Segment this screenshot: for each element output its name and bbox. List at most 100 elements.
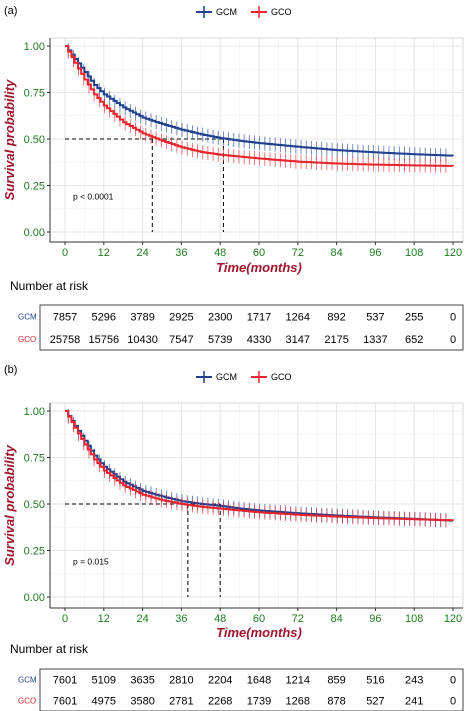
y-axis-title: Survival probability bbox=[2, 79, 17, 200]
risk-cell: 1648 bbox=[247, 675, 271, 687]
legend-label-gco: GCO bbox=[271, 372, 292, 382]
y-tick-label: 0.50 bbox=[24, 134, 45, 146]
risk-cell: 0 bbox=[450, 675, 456, 687]
risk-cell: 859 bbox=[327, 675, 345, 687]
risk-cell: 15756 bbox=[89, 334, 120, 346]
risk-row-label-gcm: GCM bbox=[18, 676, 37, 685]
risk-cell: 25758 bbox=[50, 334, 81, 346]
x-tick-label: 48 bbox=[214, 613, 226, 625]
x-tick-label: 60 bbox=[253, 613, 265, 625]
plot-area bbox=[49, 37, 464, 243]
risk-cell: 4975 bbox=[92, 696, 116, 708]
risk-cell: 2204 bbox=[208, 675, 232, 687]
y-tick-label: 1.00 bbox=[24, 406, 45, 418]
risk-cell: 5296 bbox=[92, 311, 116, 323]
legend: GCM GCO bbox=[196, 371, 292, 383]
risk-table: Number at risk GCM 7601 5109 3635 2810 2204 164… bbox=[10, 642, 464, 711]
risk-cell: 3635 bbox=[130, 675, 154, 687]
risk-cell: 0 bbox=[450, 334, 456, 346]
risk-table-frame bbox=[39, 304, 464, 351]
risk-cell: 3789 bbox=[130, 311, 154, 323]
risk-cell: 2925 bbox=[169, 311, 193, 323]
risk-cell: 2175 bbox=[324, 334, 348, 346]
x-axis-title: Time(months) bbox=[216, 625, 302, 640]
x-tick-label: 60 bbox=[253, 247, 265, 259]
risk-cell: 527 bbox=[366, 696, 384, 708]
risk-cell: 892 bbox=[327, 311, 345, 323]
x-tick-label: 36 bbox=[175, 247, 187, 259]
series-gco bbox=[65, 44, 454, 173]
risk-cell: 1337 bbox=[363, 334, 387, 346]
plot-area bbox=[49, 402, 464, 609]
risk-table-title: Number at risk bbox=[10, 642, 89, 656]
p-value: p < 0.0001 bbox=[73, 192, 114, 202]
risk-cell: 1717 bbox=[247, 311, 271, 323]
risk-cell: 243 bbox=[405, 675, 423, 687]
x-tick-label: 36 bbox=[175, 613, 187, 625]
survival-line-gcm bbox=[65, 45, 454, 157]
risk-cell: 537 bbox=[366, 311, 384, 323]
risk-cell: 1268 bbox=[286, 696, 310, 708]
x-tick-label: 12 bbox=[98, 613, 110, 625]
risk-cell: 7601 bbox=[53, 675, 77, 687]
x-tick-label: 24 bbox=[136, 247, 148, 259]
risk-cell: 1264 bbox=[286, 311, 310, 323]
risk-cell: 0 bbox=[450, 696, 456, 708]
risk-cell: 652 bbox=[405, 334, 423, 346]
y-tick-label: 0.00 bbox=[24, 592, 45, 604]
survival-line-gco bbox=[65, 410, 454, 522]
x-tick-label: 72 bbox=[292, 613, 304, 625]
x-tick-label: 96 bbox=[369, 613, 381, 625]
risk-cell: 1214 bbox=[286, 675, 310, 687]
risk-cell: 2781 bbox=[169, 696, 193, 708]
x-tick-label: 48 bbox=[214, 247, 226, 259]
y-tick-label: 0.00 bbox=[24, 227, 45, 239]
risk-cell: 241 bbox=[405, 696, 423, 708]
risk-cell: 878 bbox=[327, 696, 345, 708]
grid bbox=[50, 403, 463, 608]
y-tick-label: 0.25 bbox=[24, 546, 45, 558]
risk-row-label-gcm: GCM bbox=[18, 312, 37, 321]
x-tick-label: 72 bbox=[292, 247, 304, 259]
survival-chart-a: (a) GCM GCO 0 12 24 36 48 60 72 84 96 108 120 0.00 0.25… bbox=[2, 5, 464, 351]
y-tick-label: 0.75 bbox=[24, 88, 45, 100]
risk-cell: 4330 bbox=[247, 334, 271, 346]
legend-label-gcm: GCM bbox=[216, 372, 237, 382]
risk-table-frame bbox=[39, 668, 464, 711]
y-tick-label: 0.25 bbox=[24, 181, 45, 193]
y-axis-title: Survival probability bbox=[2, 444, 17, 565]
x-tick-label: 108 bbox=[405, 613, 423, 625]
risk-cell: 3147 bbox=[286, 334, 310, 346]
risk-table-title: Number at risk bbox=[10, 279, 89, 293]
x-tick-label: 96 bbox=[369, 247, 381, 259]
y-tick-label: 0.50 bbox=[24, 499, 45, 511]
risk-cell: 2268 bbox=[208, 696, 232, 708]
survival-line-gco bbox=[65, 45, 454, 167]
p-value: p = 0.015 bbox=[73, 557, 109, 567]
y-tick-label: 0.75 bbox=[24, 453, 45, 465]
risk-row-label-gco: GCO bbox=[18, 335, 36, 344]
x-tick-label: 120 bbox=[444, 247, 462, 259]
risk-cell: 2810 bbox=[169, 675, 193, 687]
x-tick-label: 0 bbox=[62, 613, 68, 625]
series-gco bbox=[65, 409, 454, 528]
risk-row-label-gco: GCO bbox=[18, 697, 36, 706]
x-tick-label: 120 bbox=[444, 613, 462, 625]
survival-chart-b: (b) GCM GCO 0 12 24 36 48 60 72 84 96 108 120 0.00 0.25… bbox=[2, 364, 464, 711]
x-tick-label: 108 bbox=[405, 247, 423, 259]
x-axis-title: Time(months) bbox=[216, 260, 302, 275]
panel-label: (b) bbox=[4, 364, 17, 376]
risk-cell: 5739 bbox=[208, 334, 232, 346]
risk-cell: 7601 bbox=[53, 696, 77, 708]
legend: GCM GCO bbox=[196, 6, 292, 18]
risk-cell: 3580 bbox=[130, 696, 154, 708]
risk-table: Number at risk GCM 7857 5296 3789 2925 2300 171… bbox=[10, 279, 464, 351]
risk-cell: 255 bbox=[405, 311, 423, 323]
risk-cell: 2300 bbox=[208, 311, 232, 323]
risk-cell: 7547 bbox=[169, 334, 193, 346]
x-tick-label: 84 bbox=[330, 613, 342, 625]
x-tick-label: 0 bbox=[62, 247, 68, 259]
risk-cell: 0 bbox=[450, 311, 456, 323]
legend-label-gcm: GCM bbox=[216, 7, 237, 17]
